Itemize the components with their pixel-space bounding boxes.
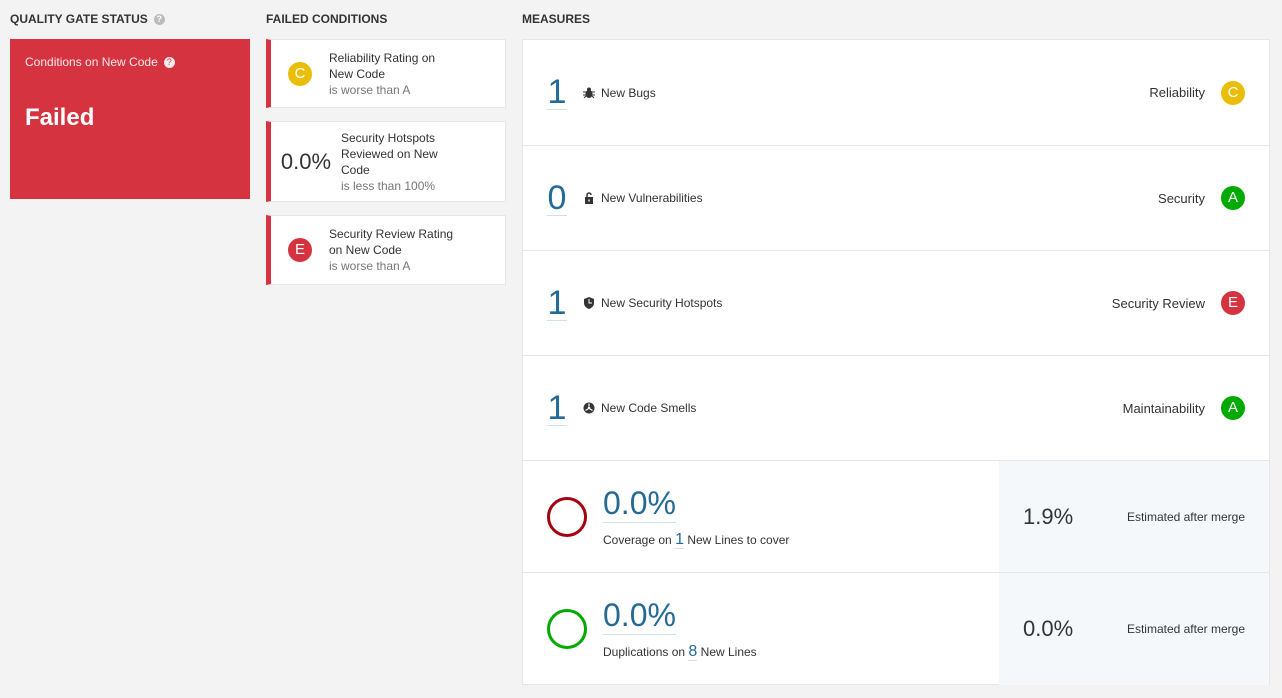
measures-heading: MEASURES — [522, 12, 591, 26]
quality-gate-status-card: Conditions on New Code? Failed — [10, 39, 250, 199]
duplications-lines-link[interactable]: 8 — [688, 643, 698, 661]
measure-value-link[interactable]: 1 — [547, 73, 567, 111]
rating-badge[interactable]: A — [1221, 186, 1245, 210]
condition-value: 0.0% — [280, 148, 332, 174]
coverage-suffix: New Lines to cover — [687, 532, 790, 547]
estimate-label: Estimated after merge — [1126, 622, 1245, 636]
measure-value-link[interactable]: 1 — [547, 283, 567, 322]
duplications-value-link[interactable]: 0.0% — [603, 597, 676, 635]
measure-category: Security Review — [1111, 295, 1205, 311]
failed-condition-hotspots-reviewed[interactable]: 0.0% Security Hotspots Reviewed on New C… — [266, 121, 506, 202]
estimate-label: Estimated after merge — [1126, 509, 1245, 524]
measure-row-hotspots: 1 New Security Hotspots Security Review E — [523, 251, 1269, 356]
failed-conditions-heading: FAILED CONDITIONS — [266, 12, 388, 26]
coverage-prefix: Coverage on — [603, 532, 672, 547]
code-smell-icon — [583, 402, 595, 414]
measure-row-duplications: 0.0% Duplications on 8 New Lines 0.0% Est… — [523, 573, 1269, 685]
rating-badge[interactable]: E — [1221, 291, 1245, 315]
measure-label: New Code Smells — [601, 401, 697, 415]
coverage-circle-icon — [547, 496, 587, 537]
measure-label: New Vulnerabilities — [601, 191, 703, 205]
lock-icon — [585, 192, 593, 204]
condition-comparison: is worse than A — [329, 259, 411, 273]
measure-row-vulnerabilities: 0 New Vulnerabilities Security A — [523, 146, 1269, 251]
duplications-prefix: Duplications on — [603, 645, 686, 659]
coverage-lines-link[interactable]: 1 — [675, 530, 684, 549]
measures-panel: 1 New Bugs Reliability C 0 New Vulnerabil… — [522, 39, 1270, 685]
help-icon[interactable]: ? — [163, 57, 175, 69]
rating-badge: C — [288, 61, 312, 86]
measure-row-coverage: 0.0% Coverage on 1 New Lines to cover 1.… — [523, 461, 1269, 573]
heading-text: QUALITY GATE STATUS — [10, 12, 148, 26]
condition-comparison: is worse than A — [329, 82, 411, 97]
measure-category: Reliability — [1149, 85, 1205, 100]
measure-value-link[interactable]: 1 — [547, 388, 567, 427]
measure-label: New Bugs — [601, 85, 656, 100]
help-icon[interactable]: ? — [153, 14, 165, 26]
shield-icon — [584, 297, 594, 309]
coverage-value-link[interactable]: 0.0% — [603, 484, 676, 523]
coverage-estimate[interactable]: 1.9% — [1023, 503, 1074, 529]
duplications-circle-icon — [547, 609, 587, 649]
failed-condition-security-review[interactable]: E Security Review Rating on New Code is w… — [266, 215, 506, 285]
duplications-estimate[interactable]: 0.0% — [1023, 616, 1074, 641]
condition-metric: Security Review Rating on New Code — [329, 227, 454, 257]
duplications-suffix: New Lines — [700, 645, 757, 659]
condition-comparison: is less than 100% — [341, 178, 436, 193]
measure-value-link[interactable]: 0 — [547, 178, 567, 217]
rating-badge: E — [288, 238, 312, 262]
rating-badge[interactable]: A — [1221, 396, 1245, 420]
measure-row-bugs: 1 New Bugs Reliability C — [523, 40, 1269, 146]
measure-category: Maintainability — [1122, 400, 1205, 416]
measure-category: Security — [1158, 190, 1205, 206]
quality-gate-heading: QUALITY GATE STATUS? — [10, 12, 165, 26]
rating-badge[interactable]: C — [1221, 80, 1245, 105]
measure-label: New Security Hotspots — [601, 296, 723, 310]
condition-metric: Security Hotspots Reviewed on New Code — [341, 130, 438, 177]
failed-condition-reliability[interactable]: C Reliability Rating on New Code is worse… — [266, 39, 506, 108]
condition-metric: Reliability Rating on New Code — [329, 50, 436, 81]
bug-icon — [583, 87, 595, 98]
gate-subtitle: Conditions on New Code — [25, 55, 158, 69]
measure-row-code-smells: 1 New Code Smells Maintainability A — [523, 356, 1269, 461]
gate-status: Failed — [25, 104, 95, 131]
